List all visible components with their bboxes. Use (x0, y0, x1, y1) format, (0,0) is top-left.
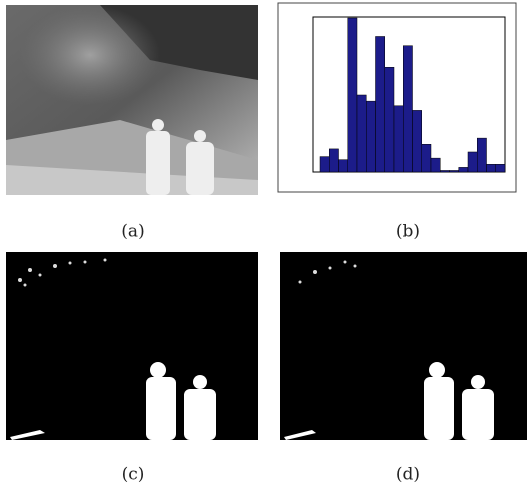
mask-image (280, 252, 527, 440)
bar (459, 167, 468, 172)
bar (329, 149, 338, 172)
bar (403, 46, 412, 172)
bar (366, 101, 375, 172)
bar (487, 164, 496, 172)
caption: (b) (396, 222, 420, 242)
mask-image (6, 252, 258, 440)
bar (320, 157, 329, 172)
bar (339, 160, 348, 172)
bar (348, 18, 357, 172)
bar (376, 36, 385, 172)
bar (496, 164, 505, 172)
bar (385, 67, 394, 172)
bar (422, 144, 431, 172)
depth-image (6, 5, 258, 195)
bar (450, 170, 459, 172)
caption: (c) (122, 465, 145, 485)
bar (431, 158, 440, 172)
figure: (a) (b) (c) (d) (0, 0, 529, 489)
bar (477, 138, 486, 172)
caption: (a) (121, 222, 144, 242)
bar (394, 106, 403, 172)
bar (413, 110, 422, 172)
bar (468, 152, 477, 172)
bar (440, 170, 449, 172)
bar (357, 95, 366, 172)
caption: (d) (396, 465, 420, 485)
